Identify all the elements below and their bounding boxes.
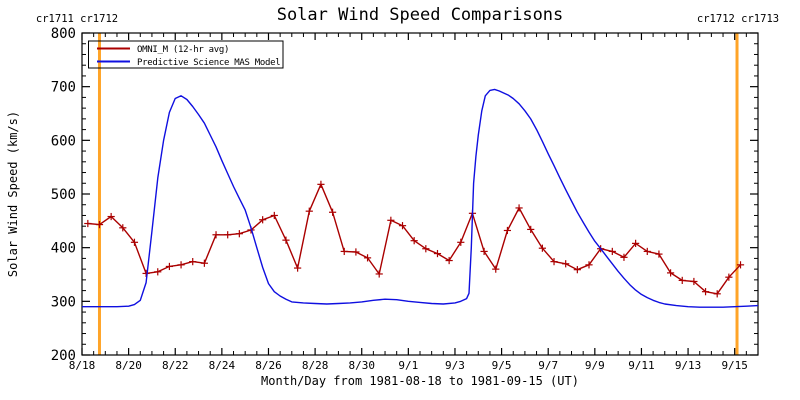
y-axis: 200 300 400 500 600 700 800 bbox=[51, 26, 758, 364]
x-tick-label: 8/30 bbox=[348, 359, 375, 372]
x-axis-title: Month/Day from 1981-08-18 to 1981-09-15 … bbox=[261, 374, 579, 388]
plot-series bbox=[82, 88, 759, 308]
axis-frame bbox=[81, 32, 759, 356]
chart-title: Solar Wind Speed Comparisons bbox=[277, 5, 564, 25]
x-tick-label: 9/9 bbox=[585, 359, 605, 372]
x-tick-label: 9/11 bbox=[628, 359, 655, 372]
series-line bbox=[82, 88, 759, 308]
carrington-boundary-lines bbox=[97, 33, 739, 355]
x-tick-label: 8/22 bbox=[162, 359, 189, 372]
y-tick-label: 200 bbox=[51, 348, 76, 364]
y-tick-label: 700 bbox=[51, 80, 76, 96]
legend: OMNI_M (12-hr avg) Predictive Science MA… bbox=[88, 40, 284, 69]
x-tick-label: 8/26 bbox=[255, 359, 282, 372]
x-tick-label: 9/7 bbox=[538, 359, 558, 372]
y-tick-label: 600 bbox=[51, 133, 76, 149]
x-tick-label: 8/28 bbox=[302, 359, 329, 372]
x-axis: 8/18 8/20 8/22 8/24 8/26 8/28 8/30 9/1 9/3 9/5 9/7… bbox=[69, 33, 759, 372]
x-tick-label: 9/3 bbox=[445, 359, 465, 372]
legend-box bbox=[88, 40, 284, 69]
omni-series bbox=[84, 180, 745, 298]
right-carrington-label: cr1712 cr1713 bbox=[697, 13, 779, 25]
x-tick-label: 9/1 bbox=[398, 359, 418, 372]
legend-label-mas: Predictive Science MAS Model bbox=[137, 58, 280, 68]
left-carrington-label: cr1711 cr1712 bbox=[36, 13, 118, 25]
y-tick-label: 300 bbox=[51, 294, 76, 310]
x-tick-label: 8/24 bbox=[209, 359, 236, 372]
x-tick-label: 8/18 bbox=[69, 359, 96, 372]
x-tick-label: 9/13 bbox=[675, 359, 702, 372]
plot-underlay: 200 300 400 500 600 700 800 8/18 8/20 8/22 8/24 8/2… bbox=[51, 26, 759, 372]
x-tick-label: 9/15 bbox=[721, 359, 748, 372]
y-tick-label: 400 bbox=[51, 241, 76, 257]
mas-model-series bbox=[82, 88, 759, 308]
x-tick-label: 9/5 bbox=[492, 359, 512, 372]
x-tick-label: 8/20 bbox=[115, 359, 142, 372]
legend-label-omni: OMNI_M (12-hr avg) bbox=[137, 45, 229, 55]
y-tick-label: 800 bbox=[51, 26, 76, 42]
y-axis-title: Solar Wind Speed (km/s) bbox=[6, 111, 20, 277]
y-tick-label: 500 bbox=[51, 187, 76, 203]
